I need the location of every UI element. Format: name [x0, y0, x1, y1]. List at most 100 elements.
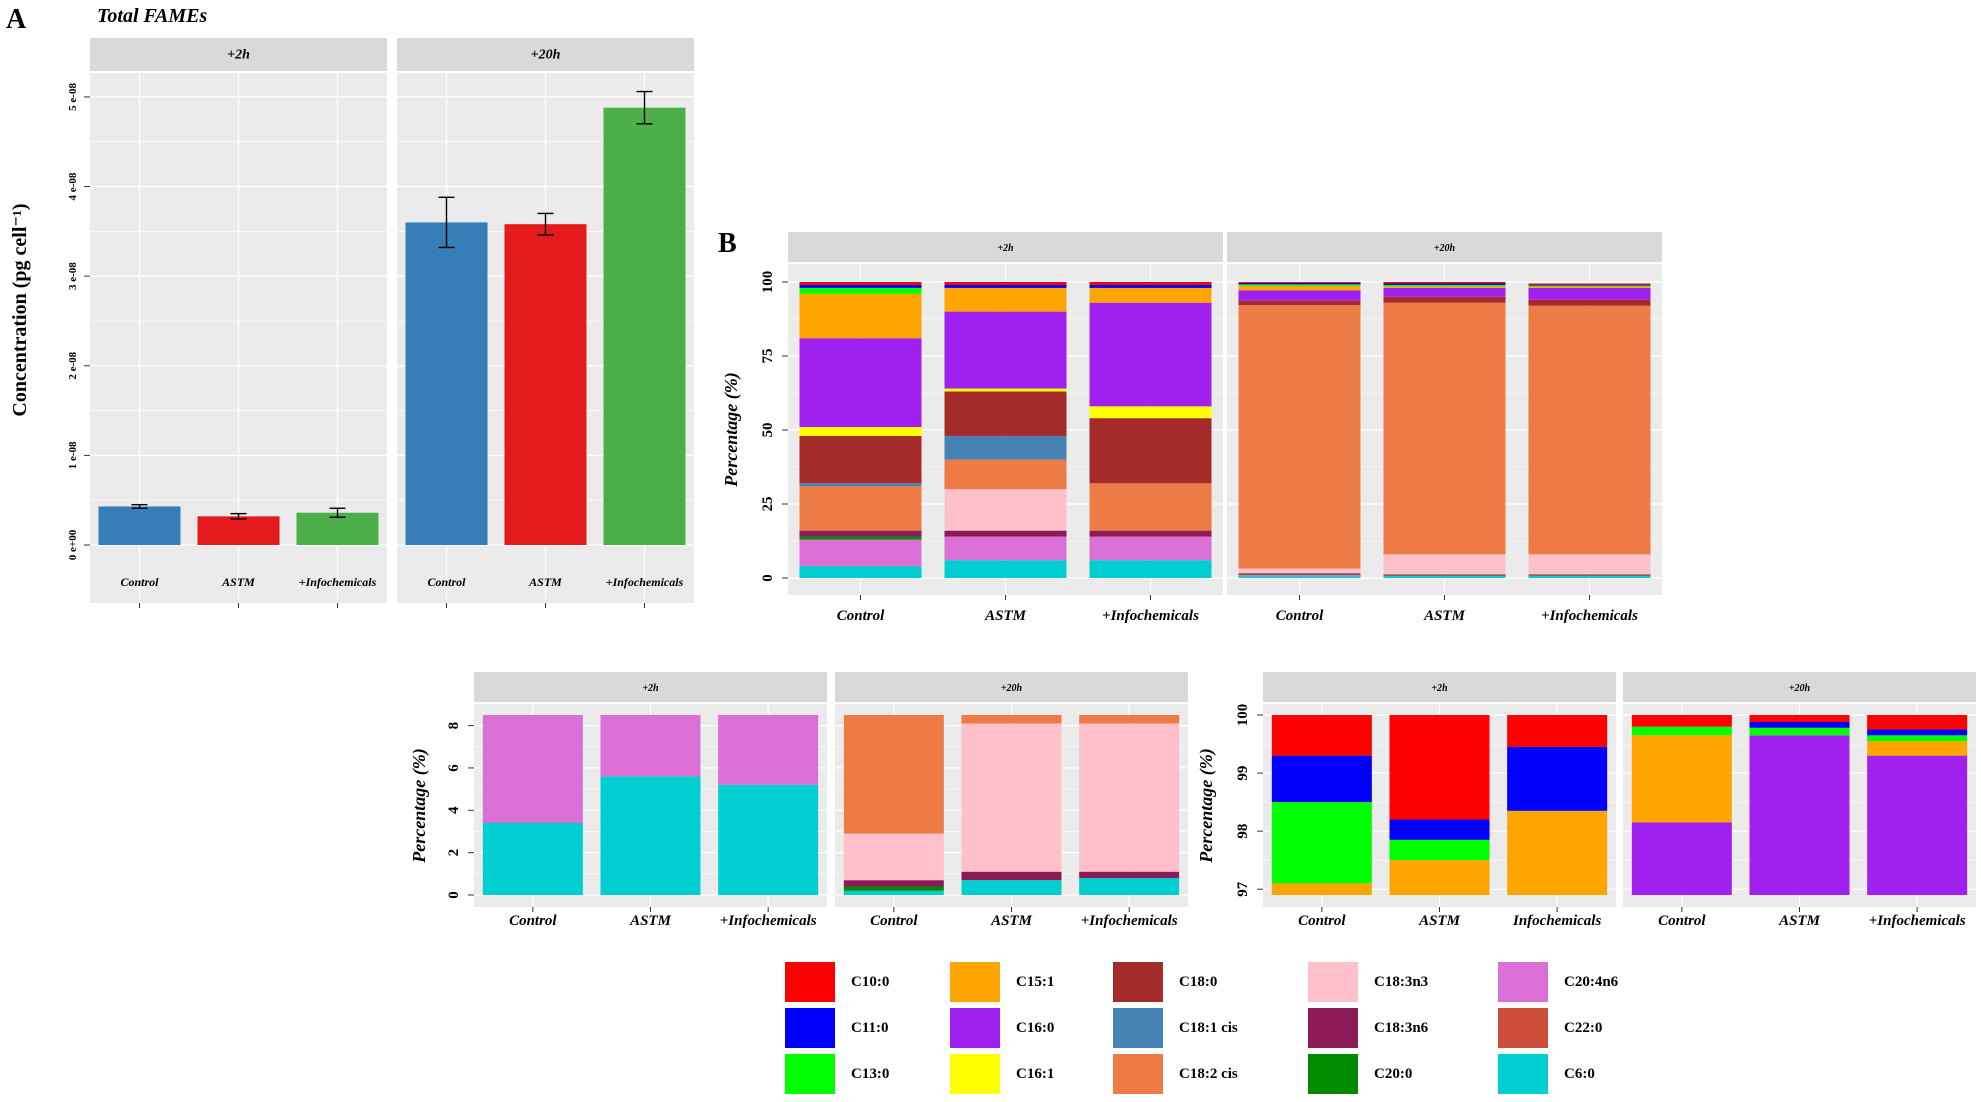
facet-strip-label: +20h [1001, 683, 1023, 694]
legend-swatch [1113, 962, 1163, 1002]
stack-segment-c110 [944, 284, 1067, 288]
stack-segment-c204n6 [1383, 575, 1506, 577]
stack-segment-c110 [1383, 283, 1506, 285]
stack-segment-c182cis [1079, 715, 1180, 724]
legend-item: C18:0 [1113, 962, 1217, 1002]
facet-strip-label: +20h [1789, 683, 1811, 694]
y-tick-label: 2 [446, 849, 462, 857]
stack-segment-c161 [1089, 406, 1212, 419]
legend-label: C18:0 [1179, 973, 1218, 990]
legend-swatch [1113, 1008, 1163, 1048]
stack-segment-c183n6 [1383, 574, 1506, 576]
legend-item: C16:0 [950, 1008, 1054, 1048]
x-tick-label: ASTM [629, 913, 672, 929]
stack-segment-c183n3 [1528, 554, 1651, 575]
stack-segment-c204n6 [718, 715, 819, 785]
x-tick-label: Control [870, 913, 918, 929]
legend-label: C15:1 [1016, 973, 1055, 990]
stack-segment-c183n6 [1238, 573, 1361, 575]
x-tick-label: ASTM [990, 913, 1033, 929]
legend-swatch [1498, 1008, 1548, 1048]
legend-label: C16:0 [1016, 1019, 1055, 1036]
chart-a-ylabel: Concentration (pg cell⁻¹) [9, 203, 31, 416]
stack-segment-c110 [1238, 282, 1361, 285]
stack-segment-c160 [1631, 822, 1732, 895]
stack-segment-c182cis [843, 715, 944, 834]
stack-segment-c60 [961, 880, 1062, 895]
stack-segment-c183n3 [1238, 568, 1361, 574]
stack-segment-c130 [1271, 802, 1372, 884]
panel-label-b: B [718, 228, 737, 259]
stack-segment-c151 [1238, 285, 1361, 291]
legend-label: C18:1 cis [1179, 1019, 1238, 1036]
legend-swatch [1498, 962, 1548, 1002]
stack-segment-c160 [1238, 290, 1361, 301]
stack-segment-c200 [1383, 575, 1506, 576]
stack-segment-c183n3 [944, 489, 1067, 531]
facet-strip-label: +2h [227, 48, 250, 63]
facet-strip-label: +2h [1431, 683, 1448, 694]
facet-strip-label: +20h [1434, 243, 1456, 254]
stack-segment-c100 [1867, 715, 1968, 730]
y-tick-label: 75 [760, 349, 776, 364]
stack-segment-c100 [1089, 282, 1212, 285]
legend-label: C22:0 [1564, 1019, 1603, 1036]
stack-segment-c130 [799, 287, 922, 294]
legend-label: C18:2 cis [1179, 1065, 1238, 1082]
bar-astm [197, 516, 280, 545]
stack-segment-c180 [1089, 418, 1212, 484]
y-tick-label: 99 [1235, 766, 1251, 781]
x-tick-label: ASTM [1418, 913, 1461, 929]
stack-segment-c204n6 [1089, 536, 1212, 561]
facet-strip [1623, 672, 1976, 702]
stack-segment-c160 [1749, 735, 1850, 895]
legend-label: C13:0 [851, 1065, 890, 1082]
stack-segment-c180 [1238, 300, 1361, 306]
stack-segment-c60 [482, 823, 583, 895]
stack-segment-c100 [944, 282, 1067, 285]
y-tick-label: 3 e-08 [67, 262, 79, 290]
stack-segment-c130 [1631, 726, 1732, 736]
x-tick-label: Control [1658, 913, 1706, 929]
stack-segment-c204n6 [1238, 575, 1361, 577]
facet-strip [474, 672, 827, 702]
stack-segment-c110 [1867, 729, 1968, 736]
stack-segment-c183n6 [843, 880, 944, 887]
legend-swatch [950, 1008, 1000, 1048]
stack-segment-c60 [843, 890, 944, 895]
facet-strip-label: +2h [997, 243, 1014, 254]
y-tick-label: 0 [760, 574, 776, 582]
legend-item: C22:0 [1498, 1008, 1602, 1048]
stack-segment-c183n6 [1079, 871, 1180, 879]
facet-strip-label: +2h [642, 683, 659, 694]
legend-label: C10:0 [851, 973, 890, 990]
x-tick-label: ASTM [1423, 608, 1466, 624]
y-tick-label: 6 [446, 764, 462, 772]
stack-segment-c130 [1749, 727, 1850, 736]
legend-swatch [785, 1054, 835, 1094]
stack-segment-c110 [1749, 721, 1850, 728]
stack-segment-c151 [1389, 860, 1490, 895]
legend-item: C13:0 [785, 1054, 889, 1094]
stack-segment-c160 [944, 311, 1067, 389]
stack-segment-c183n6 [1528, 574, 1651, 576]
y-tick-label: 4 [446, 806, 462, 814]
y-tick-label: 0 e+00 [67, 529, 79, 560]
stack-segment-c161 [944, 388, 1067, 392]
y-tick-label: 98 [1235, 824, 1251, 839]
facet-strip [788, 232, 1223, 262]
legend: C10:0 C11:0 C13:0 C15:1 C16:0 C16:1 C18:0 C18:1… [785, 962, 1685, 1102]
legend-item: C18:3n3 [1308, 962, 1428, 1002]
stack-segment-c130 [1238, 284, 1361, 286]
y-tick-label: 100 [1235, 704, 1251, 727]
stack-segment-c60 [1528, 575, 1651, 578]
x-tick-label: +Infochemicals [1541, 608, 1638, 624]
chart-ylabel: Percentage (%) [1196, 748, 1217, 863]
x-tick-label: ASTM [221, 575, 255, 589]
x-tick-label: ASTM [1778, 913, 1821, 929]
stack-segment-c200 [799, 536, 922, 540]
y-tick-label: 97 [1235, 881, 1251, 897]
x-tick-label: +Infochemicals [1081, 913, 1178, 929]
stack-segment-c110 [1528, 284, 1651, 286]
